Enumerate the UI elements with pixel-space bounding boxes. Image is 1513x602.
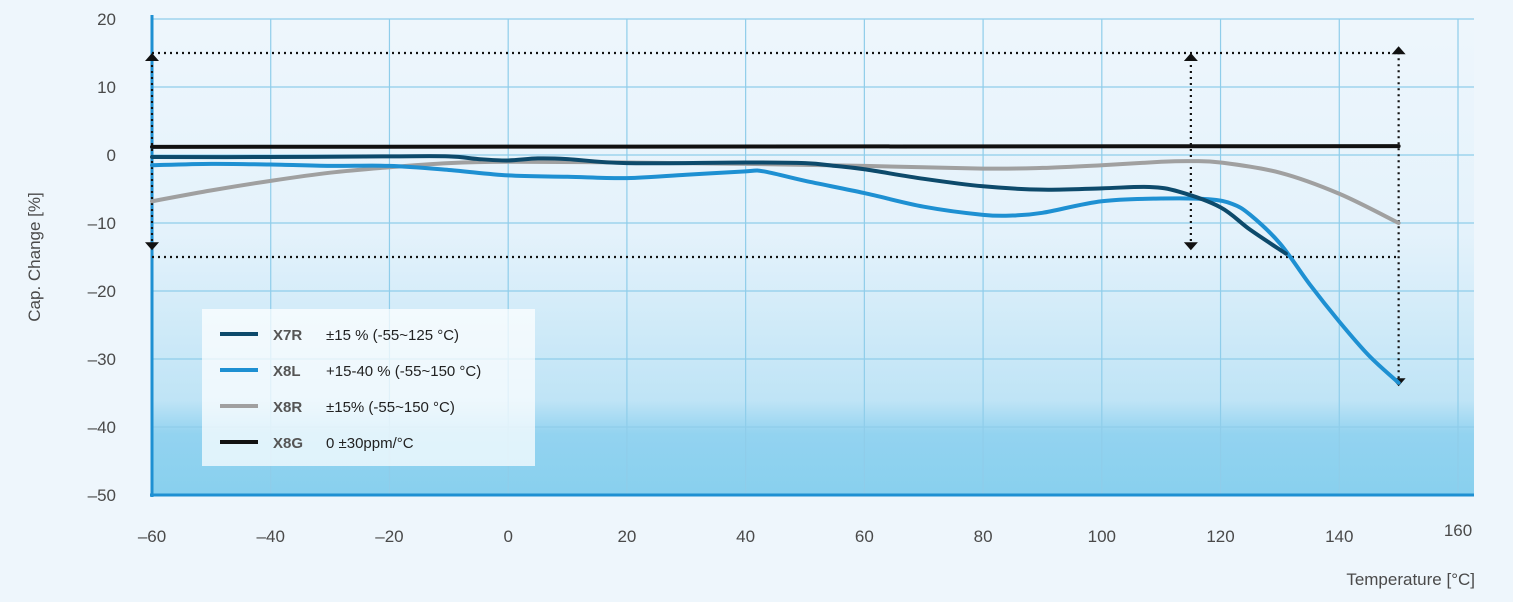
legend-code-x8l: X8L [273,363,301,380]
x-tick-label-0: –60 [138,527,166,546]
y-tick-label-0: 20 [97,10,116,29]
tolerance-arrow-2 [145,53,159,251]
y-tick-label-4: –20 [88,282,116,301]
x-tick-label-10: 140 [1325,527,1353,546]
x-tick-label-11: 160 [1444,521,1472,540]
x-axis-label: Temperature [°C] [1346,570,1475,589]
y-tick-label-6: –40 [88,418,116,437]
tolerance-arrow-3 [1183,53,1198,251]
legend-code-x7r: X7R [273,327,302,344]
y-axis-label: Cap. Change [%] [25,192,44,321]
x-tick-label-5: 40 [736,527,755,546]
x-tick-label-6: 60 [855,527,874,546]
x-tick-label-9: 120 [1206,527,1234,546]
series-line-x8g [150,144,1401,149]
legend-desc-x8g: 0 ±30ppm/°C [326,435,414,452]
y-tick-label-5: –30 [88,350,116,369]
legend-item-x7r: X7R ±15 % (-55~125 °C) [220,327,459,344]
series-line-x7r [150,154,1288,256]
series-line-x8l [150,161,1401,385]
legend-code-x8r: X8R [273,399,302,416]
series [150,144,1401,385]
x-tick-label-8: 100 [1088,527,1116,546]
y-tick-label-2: 0 [107,146,116,165]
legend: X7R ±15 % (-55~125 °C) X8L +15-40 % (-55~15… [202,309,535,466]
y-tick-label-1: 10 [97,78,116,97]
y-tick-label-3: –10 [88,214,116,233]
legend-desc-x8r: ±15% (-55~150 °C) [326,399,455,416]
legend-desc-x8l: +15-40 % (-55~150 °C) [326,363,481,380]
legend-item-x8l: X8L +15-40 % (-55~150 °C) [220,363,481,380]
tolerance-annotations [145,46,1406,387]
x-tick-label-1: –40 [257,527,285,546]
x-tick-label-7: 80 [974,527,993,546]
x-tick-label-4: 20 [617,527,636,546]
legend-code-x8g: X8G [273,435,303,452]
legend-desc-x7r: ±15 % (-55~125 °C) [326,327,459,344]
x-tick-label-2: –20 [375,527,403,546]
y-tick-label-7: –50 [88,486,116,505]
x-tick-label-3: 0 [503,527,512,546]
legend-item-x8r: X8R ±15% (-55~150 °C) [220,399,455,416]
legend-item-x8g: X8G 0 ±30ppm/°C [220,435,414,452]
